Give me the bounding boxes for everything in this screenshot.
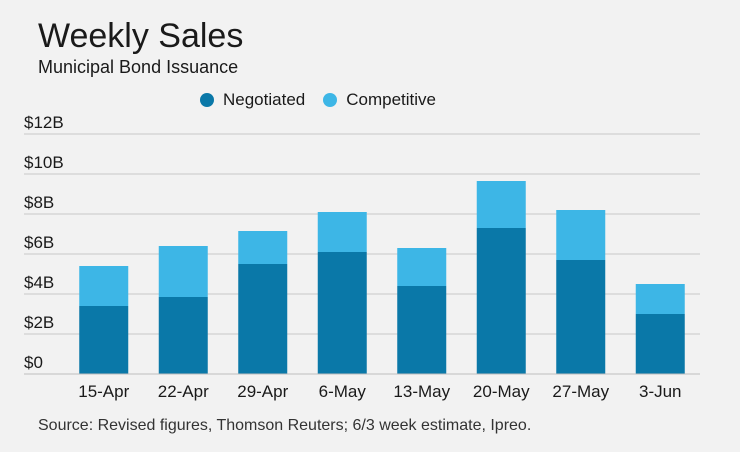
chart-legend: Negotiated Competitive (200, 89, 454, 111)
x-tick-label: 29-Apr (237, 382, 288, 401)
y-tick-label: $12B (24, 113, 64, 132)
chart-subtitle: Municipal Bond Issuance (38, 57, 239, 77)
x-tick-label: 3-Jun (639, 382, 682, 401)
bar-competitive-27-may (556, 210, 606, 260)
x-tick-label: 15-Apr (78, 382, 129, 401)
y-tick-label: $2B (24, 313, 54, 332)
x-tick-label: 20-May (473, 382, 530, 401)
legend-item-negotiated: Negotiated (200, 90, 305, 110)
x-tick-label: 27-May (552, 382, 609, 401)
legend-swatch-negotiated (200, 93, 214, 107)
y-tick-label: $4B (24, 273, 54, 292)
legend-label-negotiated: Negotiated (223, 90, 306, 109)
y-tick-label: $6B (24, 233, 54, 252)
y-tick-label: $10B (24, 153, 64, 172)
bar-negotiated-20-may (476, 228, 526, 374)
bar-negotiated-27-may (556, 260, 606, 374)
x-tick-label: 22-Apr (158, 382, 209, 401)
bar-competitive-13-may (397, 248, 447, 286)
y-tick-label: $0 (24, 353, 43, 372)
bar-competitive-20-may (476, 181, 526, 228)
bar-negotiated-22-apr (158, 297, 208, 374)
legend-label-competitive: Competitive (346, 90, 436, 109)
bar-competitive-3-jun (635, 284, 685, 314)
legend-item-competitive: Competitive (323, 90, 436, 110)
bar-competitive-15-apr (79, 266, 129, 306)
bar-negotiated-3-jun (635, 314, 685, 374)
bar-negotiated-13-may (397, 286, 447, 374)
legend-swatch-competitive (323, 93, 338, 107)
bar-competitive-22-apr (158, 246, 208, 297)
x-tick-label: 13-May (393, 382, 450, 401)
bar-competitive-29-apr (238, 231, 288, 264)
x-tick-label: 6-May (319, 382, 367, 401)
bar-negotiated-6-may (317, 252, 367, 374)
chart-title: Weekly Sales (38, 17, 244, 55)
bar-negotiated-29-apr (238, 264, 288, 374)
y-tick-label: $8B (24, 193, 54, 212)
source-note: Source: Revised figures, Thomson Reuters… (38, 417, 532, 434)
bar-competitive-6-may (317, 212, 367, 252)
bar-negotiated-15-apr (79, 306, 129, 374)
